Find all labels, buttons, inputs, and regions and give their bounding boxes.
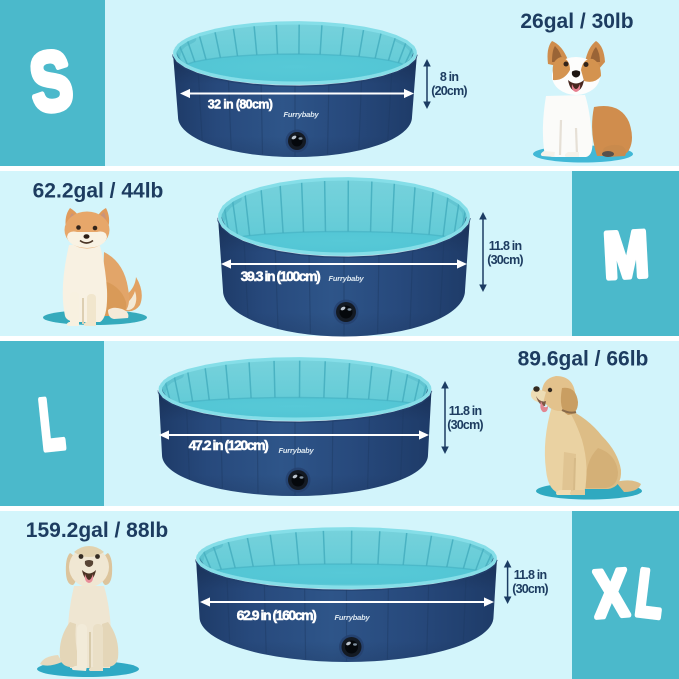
svg-text:(30cm): (30cm) [447,418,483,432]
svg-text:Furrybaby: Furrybaby [284,110,320,119]
svg-text:11.8 in: 11.8 in [514,568,547,582]
svg-text:(20cm): (20cm) [431,84,467,98]
svg-text:(30cm): (30cm) [512,582,548,596]
svg-text:39.3 in (100cm): 39.3 in (100cm) [241,268,320,284]
svg-text:(30cm): (30cm) [487,253,523,267]
svg-text:11.8 in: 11.8 in [449,404,482,418]
svg-text:159.2gal / 88lb: 159.2gal / 88lb [26,519,168,542]
svg-text:11.8 in: 11.8 in [489,239,522,253]
svg-text:62.9 in (160cm): 62.9 in (160cm) [237,607,316,623]
svg-text:32 in (80cm): 32 in (80cm) [208,98,273,112]
svg-text:47.2 in (120cm): 47.2 in (120cm) [189,437,268,453]
svg-text:Furrybaby: Furrybaby [329,274,365,283]
svg-text:89.6gal / 66lb: 89.6gal / 66lb [518,348,649,371]
svg-text:62.2gal / 44lb: 62.2gal / 44lb [33,180,164,203]
svg-text:Furrybaby: Furrybaby [279,446,315,455]
svg-text:M: M [602,217,651,292]
svg-text:X: X [592,555,631,631]
svg-text:8 in: 8 in [440,70,458,84]
svg-text:26gal / 30lb: 26gal / 30lb [520,10,633,33]
svg-text:Furrybaby: Furrybaby [335,613,371,622]
